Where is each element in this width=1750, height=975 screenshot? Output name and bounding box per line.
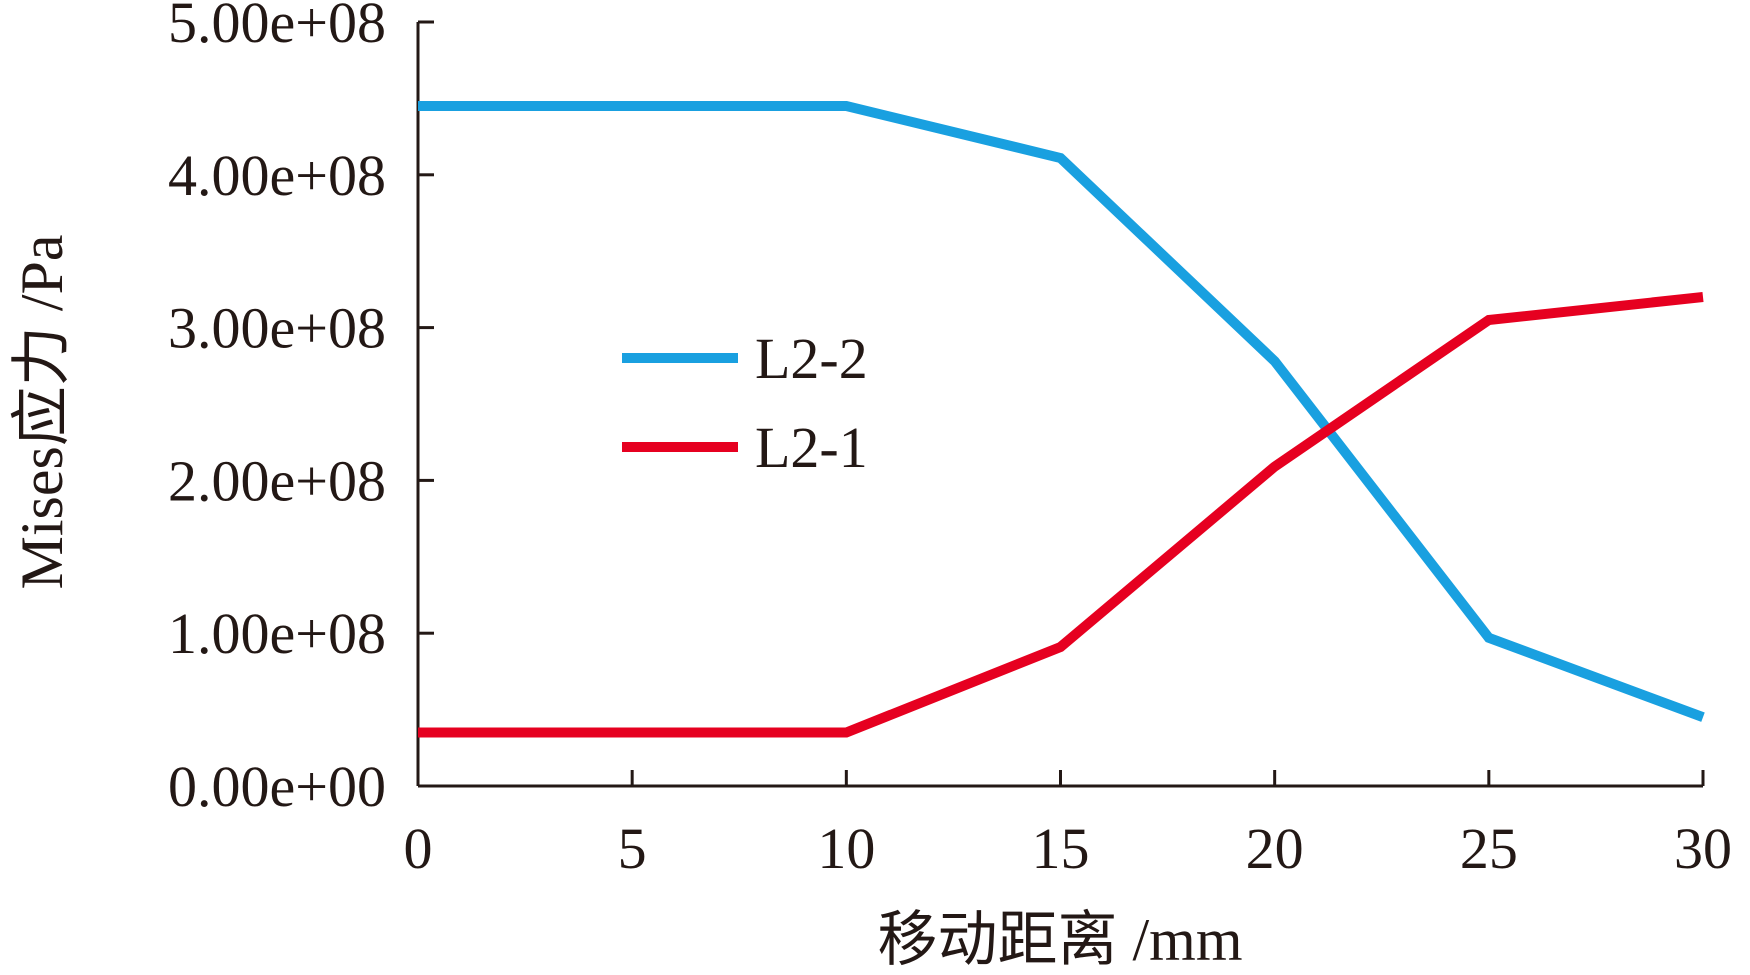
- x-tick-label: 10: [817, 816, 875, 881]
- series-line-l2-2: [418, 101, 1705, 722]
- x-tick-label: 15: [1032, 816, 1090, 881]
- x-tick-label: 0: [404, 816, 433, 881]
- legend: L2-2 L2-1: [622, 326, 868, 480]
- y-tick-label: 1.00e+08: [168, 601, 386, 666]
- x-ticks: 0 5 10 15 20 25 30: [404, 770, 1732, 881]
- y-tick-label: 5.00e+08: [168, 0, 386, 55]
- x-tick-label: 20: [1246, 816, 1304, 881]
- y-ticks: 0.00e+00 1.00e+08 2.00e+08 3.00e+08 4.00e+08…: [168, 0, 434, 819]
- y-tick-label: 2.00e+08: [168, 448, 386, 513]
- y-axis-title: Mises应力 /Pa: [9, 234, 75, 589]
- y-tick-label: 4.00e+08: [168, 143, 386, 208]
- series-layer: [418, 101, 1705, 738]
- x-axis-title: 移动距离 /mm: [877, 907, 1242, 973]
- legend-label-l2-1: L2-1: [755, 415, 868, 480]
- x-tick-label: 25: [1460, 816, 1518, 881]
- legend-label-l2-2: L2-2: [755, 326, 868, 391]
- x-tick-label: 5: [618, 816, 647, 881]
- x-tick-label: 30: [1674, 816, 1732, 881]
- y-tick-label: 3.00e+08: [168, 296, 386, 361]
- series-line-l2-1: [418, 292, 1704, 738]
- y-tick-label: 0.00e+00: [168, 754, 386, 819]
- axes: [416, 22, 1703, 788]
